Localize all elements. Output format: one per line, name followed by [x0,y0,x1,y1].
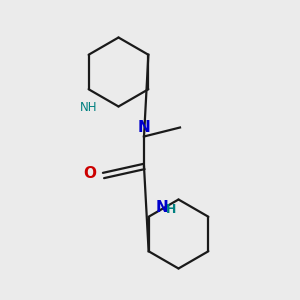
Text: H: H [166,203,176,216]
Text: NH: NH [80,101,98,114]
Text: O: O [83,167,96,182]
Text: N: N [138,120,150,135]
Text: N: N [155,200,168,215]
